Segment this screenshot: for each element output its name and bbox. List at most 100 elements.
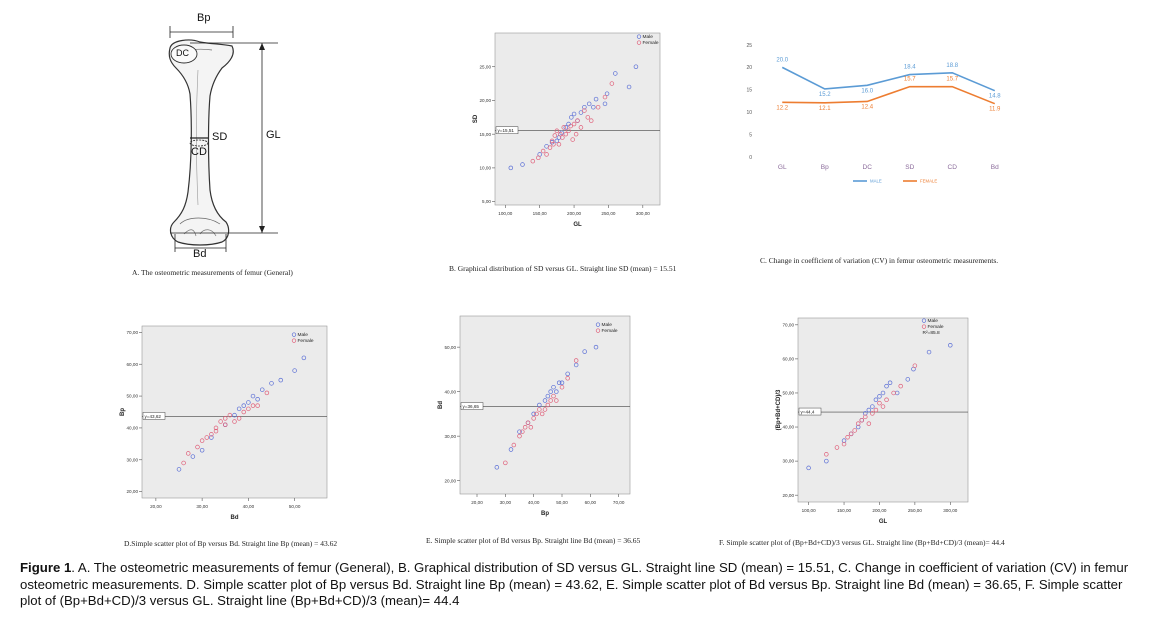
y-tick-label: 5 [749,132,752,138]
reference-line-label-box [798,407,822,416]
x-axis-label: Bd [231,515,239,521]
male-point [554,138,560,144]
x-tick-label: 50,00 [556,500,568,505]
x-axis-label: GL [573,222,582,228]
x-tick-label: 100,00 [802,508,816,513]
male-point [633,64,639,69]
male-point [246,400,251,405]
female-point [213,425,219,431]
female-point [551,142,556,147]
male-point [508,447,514,452]
panel-b-caption: B. Graphical distribution of SD versus G… [449,264,677,273]
male-point [236,406,242,412]
legend-marker [595,328,601,333]
male-point [604,91,610,96]
y-tick-label: 20 [746,65,752,71]
chart-b-svg: 100,00 150,00 200,00 250,00 300,00 5,00 10,00 1… [473,32,661,228]
y-tick-label: 50,00 [445,345,457,350]
x-tick-label: 40,00 [243,504,255,509]
female-point [841,441,847,447]
male-point [542,398,548,403]
y-tick-label: 50,00 [127,394,139,399]
female-point [255,403,260,408]
chart-e-svg: 20,00 30,00 40,00 50,00 60,00 70,00 20,00 30,00… [438,315,631,517]
reference-line-label-box [460,402,484,410]
female-point [578,125,584,130]
male-point [508,165,514,171]
male-point [824,458,829,464]
male-point [582,104,587,110]
y-tick-label: 30,00 [445,434,457,439]
female-point [537,407,542,412]
female-point [559,384,565,390]
plot-group: 100,00 150,00 200,00 250,00 300,00 20,00 30,00… [776,317,969,525]
female-point [531,416,536,421]
reference-line-label: y=43,62 [145,414,162,419]
male-point [569,115,574,120]
legend-label: Male [602,322,613,328]
female-cv-line [782,85,996,105]
y-tick-label: 60,00 [783,356,795,361]
x-tick-label: 150,00 [837,508,851,513]
male-point [241,403,247,408]
x-axis-label: GL [879,519,888,525]
male-point [269,381,274,386]
x-tick-label: Bd [991,164,999,171]
female-point [565,376,570,381]
female-point [246,406,251,412]
female-point [241,409,247,415]
male-point [209,435,214,440]
legend-marker [921,318,927,323]
female-point [540,148,546,154]
panel-d-caption: D.Simple scatter plot of Bp versus Bd. S… [124,539,338,548]
male-point [260,387,265,392]
male-point [806,465,811,471]
x-tick-label: 300,00 [636,211,650,216]
x-tick-label: SD [905,164,914,171]
legend-label: Male [643,34,654,40]
x-tick-label: 30,00 [500,500,512,505]
female-point [845,435,850,440]
legend-label: Female [602,328,618,334]
y-axis-label: Bp [120,408,126,416]
y-tick-label: 50,00 [783,391,795,396]
y-tick-label: 15,00 [480,132,492,137]
panel-c-caption: C. Change in coefficient of variation (C… [760,256,999,265]
male-point [602,101,608,107]
male-point [199,447,205,453]
y-tick-label: 5,00 [482,199,491,204]
male-point [578,110,584,115]
female-point [503,460,508,466]
y-tick-label: 25,00 [480,64,492,69]
bd-label: Bd [193,248,207,260]
male-point [877,394,882,399]
female-point [571,121,577,127]
x-tick-label: 30,00 [196,504,208,509]
data-label: 15.7 [946,77,958,83]
male-point [873,397,879,403]
female-point [589,118,594,123]
male-point [586,101,592,107]
female-point [824,452,829,457]
female-point [222,422,228,427]
male-point [292,368,297,373]
cd-label: CD [191,146,207,158]
male-point [548,389,553,394]
y-tick-label: 25 [746,43,752,49]
female-point [195,444,200,450]
male-point [559,380,565,385]
female-point [573,131,579,137]
female-point [556,142,562,147]
male-point [841,438,847,443]
female-point [522,424,528,430]
x-tick-label: 250,00 [601,211,615,216]
chart-d-svg: 20,00 30,00 40,00 50,00 20,00 30,00 40,00 50,00… [120,325,328,521]
female-point [548,398,553,403]
male-point [301,355,307,361]
male-point [190,454,196,459]
female-point [536,155,541,161]
female-point [199,438,205,443]
female-point [898,383,903,389]
y-axis-label: (Bp+Bd+CD)/3 [776,389,782,430]
x-tick-label: 20,00 [471,500,483,505]
